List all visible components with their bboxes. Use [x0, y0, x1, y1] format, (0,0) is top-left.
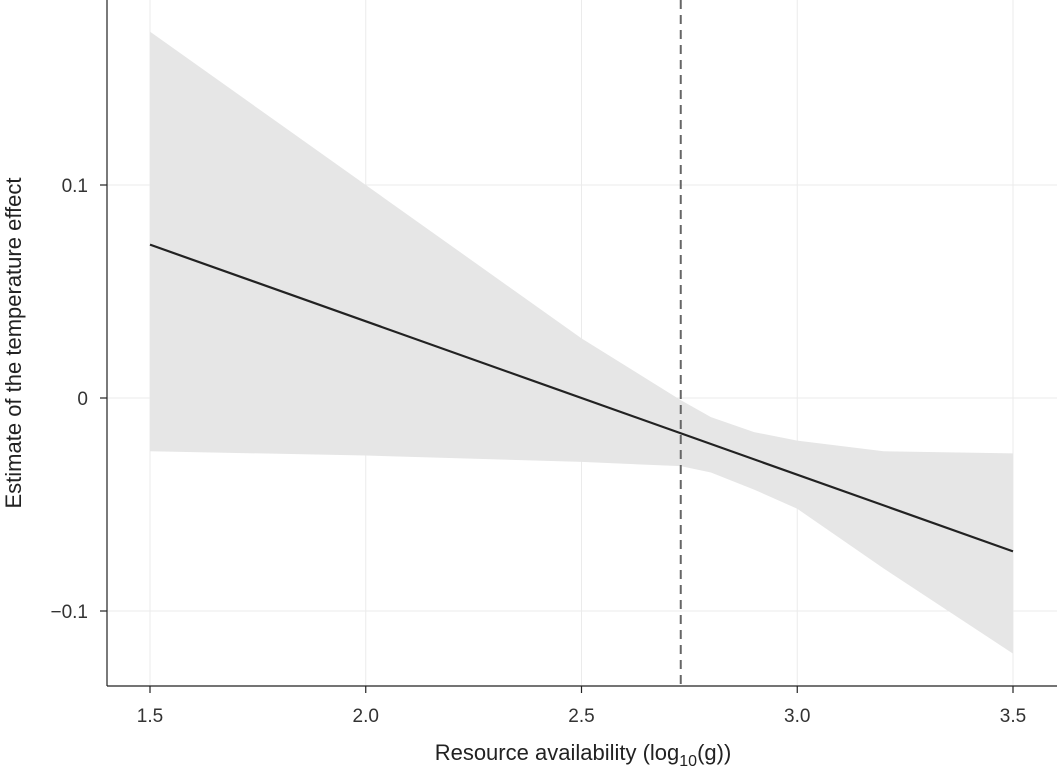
x-tick-label-3: 3.0 — [784, 706, 810, 727]
tick-labels: 1.5 2.0 2.5 3.0 3.5 −0.1 0 0.1 — [50, 176, 1026, 727]
x-axis-title-main: Resource availability (log — [435, 740, 680, 765]
x-tick-label-2: 2.5 — [568, 706, 594, 727]
x-axis-title-subscript: 10 — [679, 753, 697, 770]
x-axis-title-suffix: (g)) — [697, 740, 731, 765]
y-tick-label-2: 0.1 — [62, 176, 88, 197]
x-axis-title: Resource availability (log10(g)) — [435, 740, 732, 770]
x-tick-label-0: 1.5 — [137, 706, 163, 727]
y-axis-title: Estimate of the temperature effect — [1, 178, 26, 509]
axes — [100, 0, 1057, 693]
confidence-band — [150, 31, 1013, 654]
x-tick-label-4: 3.5 — [1000, 706, 1026, 727]
x-tick-label-1: 2.0 — [353, 706, 379, 727]
y-tick-label-0: −0.1 — [50, 602, 88, 623]
fitted-line — [149, 243, 1014, 553]
y-tick-label-1: 0 — [77, 389, 88, 410]
